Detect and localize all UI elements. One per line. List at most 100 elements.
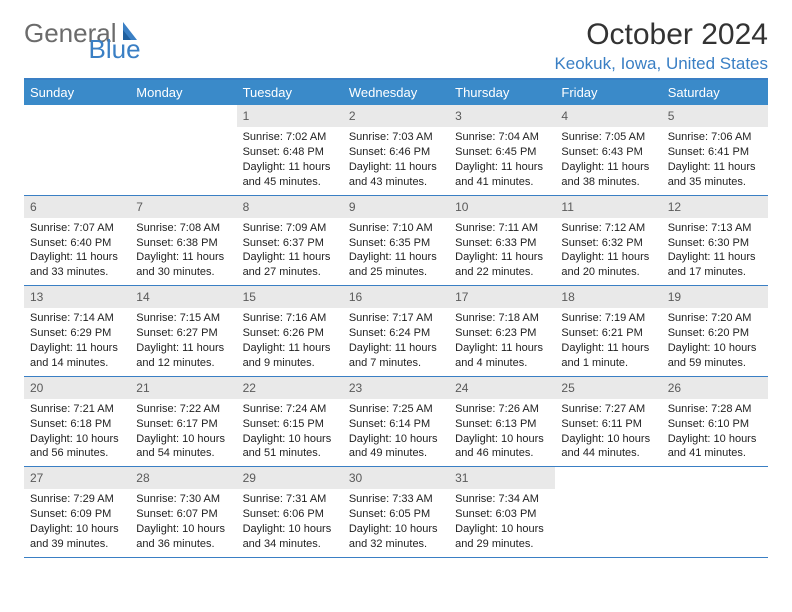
sunset-text: Sunset: 6:03 PM [455, 507, 549, 522]
daylight-text: Daylight: 10 hours and 41 minutes. [668, 432, 762, 462]
sunrise-text: Sunrise: 7:08 AM [136, 221, 230, 236]
sunrise-text: Sunrise: 7:31 AM [243, 492, 337, 507]
sunrise-text: Sunrise: 7:21 AM [30, 402, 124, 417]
day-number: 7 [130, 196, 236, 218]
sunset-text: Sunset: 6:29 PM [30, 326, 124, 341]
daylight-text: Daylight: 10 hours and 51 minutes. [243, 432, 337, 462]
day-cell: 27Sunrise: 7:29 AMSunset: 6:09 PMDayligh… [24, 467, 130, 557]
sunset-text: Sunset: 6:24 PM [349, 326, 443, 341]
day-cell: 15 Sunrise: 7:16 AMSunset: 6:26 PMDayligh… [237, 286, 343, 376]
day-number: 12 [662, 196, 768, 218]
day-number: 2 [343, 105, 449, 127]
day-cell: 17Sunrise: 7:18 AMSunset: 6:23 PMDayligh… [449, 286, 555, 376]
sunset-text: Sunset: 6:06 PM [243, 507, 337, 522]
day-content: Sunrise: 7:14 AMSunset: 6:29 PMDaylight:… [24, 308, 130, 375]
day-cell: 3Sunrise: 7:04 AMSunset: 6:45 PMDaylight… [449, 105, 555, 195]
sunset-text: Sunset: 6:38 PM [136, 236, 230, 251]
sunrise-text: Sunrise: 7:29 AM [30, 492, 124, 507]
daylight-text: Daylight: 11 hours and 9 minutes. [243, 341, 337, 371]
day-content: Sunrise: 7:28 AMSunset: 6:10 PMDaylight:… [662, 399, 768, 466]
daylight-text: Daylight: 11 hours and 45 minutes. [243, 160, 337, 190]
day-cell: 23Sunrise: 7:25 AMSunset: 6:14 PMDayligh… [343, 377, 449, 467]
daylight-text: Daylight: 10 hours and 29 minutes. [455, 522, 549, 552]
day-number: 21 [130, 377, 236, 399]
day-cell [24, 105, 130, 195]
sunrise-text: Sunrise: 7:34 AM [455, 492, 549, 507]
day-cell: 1Sunrise: 7:02 AMSunset: 6:48 PMDaylight… [237, 105, 343, 195]
day-number: 13 [24, 286, 130, 308]
day-cell: 8Sunrise: 7:09 AMSunset: 6:37 PMDaylight… [237, 196, 343, 286]
daylight-text: Daylight: 10 hours and 56 minutes. [30, 432, 124, 462]
sunrise-text: Sunrise: 7:26 AM [455, 402, 549, 417]
day-cell [662, 467, 768, 557]
sunrise-text: Sunrise: 7:16 AM [243, 311, 337, 326]
day-number: 10 [449, 196, 555, 218]
title-block: October 2024 Keokuk, Iowa, United States [554, 18, 768, 74]
week-row: 1Sunrise: 7:02 AMSunset: 6:48 PMDaylight… [24, 105, 768, 196]
day-header-thu: Thursday [449, 80, 555, 105]
sunset-text: Sunset: 6:32 PM [561, 236, 655, 251]
day-header-sat: Saturday [662, 80, 768, 105]
daylight-text: Daylight: 10 hours and 34 minutes. [243, 522, 337, 552]
day-number: 22 [237, 377, 343, 399]
day-content: Sunrise: 7:29 AMSunset: 6:09 PMDaylight:… [24, 489, 130, 556]
day-content: Sunrise: 7:20 AMSunset: 6:20 PMDaylight:… [662, 308, 768, 375]
day-cell: 21Sunrise: 7:22 AMSunset: 6:17 PMDayligh… [130, 377, 236, 467]
week-row: 20Sunrise: 7:21 AMSunset: 6:18 PMDayligh… [24, 377, 768, 468]
day-content: Sunrise: 7:06 AMSunset: 6:41 PMDaylight:… [662, 127, 768, 194]
month-title: October 2024 [554, 18, 768, 52]
day-number: 11 [555, 196, 661, 218]
header: General Blue October 2024 Keokuk, Iowa, … [24, 18, 768, 74]
day-number: 5 [662, 105, 768, 127]
day-content: Sunrise: 7:27 AMSunset: 6:11 PMDaylight:… [555, 399, 661, 466]
daylight-text: Daylight: 11 hours and 1 minute. [561, 341, 655, 371]
daylight-text: Daylight: 10 hours and 32 minutes. [349, 522, 443, 552]
day-header-fri: Friday [555, 80, 661, 105]
day-header-wed: Wednesday [343, 80, 449, 105]
day-content: Sunrise: 7:10 AMSunset: 6:35 PMDaylight:… [343, 218, 449, 285]
day-content: Sunrise: 7:26 AMSunset: 6:13 PMDaylight:… [449, 399, 555, 466]
day-cell: 16Sunrise: 7:17 AMSunset: 6:24 PMDayligh… [343, 286, 449, 376]
sunset-text: Sunset: 6:37 PM [243, 236, 337, 251]
day-cell: 22Sunrise: 7:24 AMSunset: 6:15 PMDayligh… [237, 377, 343, 467]
sunrise-text: Sunrise: 7:07 AM [30, 221, 124, 236]
sunset-text: Sunset: 6:09 PM [30, 507, 124, 522]
day-cell: 30Sunrise: 7:33 AMSunset: 6:05 PMDayligh… [343, 467, 449, 557]
sunset-text: Sunset: 6:17 PM [136, 417, 230, 432]
day-number: 19 [662, 286, 768, 308]
day-number: 3 [449, 105, 555, 127]
day-content: Sunrise: 7:25 AMSunset: 6:14 PMDaylight:… [343, 399, 449, 466]
day-cell: 9Sunrise: 7:10 AMSunset: 6:35 PMDaylight… [343, 196, 449, 286]
sunrise-text: Sunrise: 7:11 AM [455, 221, 549, 236]
day-number: 31 [449, 467, 555, 489]
location-text: Keokuk, Iowa, United States [554, 54, 768, 74]
day-number: 1 [237, 105, 343, 127]
daylight-text: Daylight: 11 hours and 25 minutes. [349, 250, 443, 280]
day-content: Sunrise: 7:15 AMSunset: 6:27 PMDaylight:… [130, 308, 236, 375]
day-cell: 20Sunrise: 7:21 AMSunset: 6:18 PMDayligh… [24, 377, 130, 467]
sunrise-text: Sunrise: 7:02 AM [243, 130, 337, 145]
sunrise-text: Sunrise: 7:14 AM [30, 311, 124, 326]
day-content: Sunrise: 7:34 AMSunset: 6:03 PMDaylight:… [449, 489, 555, 556]
sunset-text: Sunset: 6:45 PM [455, 145, 549, 160]
sunset-text: Sunset: 6:26 PM [243, 326, 337, 341]
sunset-text: Sunset: 6:07 PM [136, 507, 230, 522]
daylight-text: Daylight: 11 hours and 41 minutes. [455, 160, 549, 190]
sunset-text: Sunset: 6:33 PM [455, 236, 549, 251]
daylight-text: Daylight: 11 hours and 33 minutes. [30, 250, 124, 280]
daylight-text: Daylight: 11 hours and 4 minutes. [455, 341, 549, 371]
day-number: 16 [343, 286, 449, 308]
daylight-text: Daylight: 11 hours and 43 minutes. [349, 160, 443, 190]
sunrise-text: Sunrise: 7:03 AM [349, 130, 443, 145]
day-number: 18 [555, 286, 661, 308]
calendar: Sunday Monday Tuesday Wednesday Thursday… [24, 78, 768, 558]
day-cell: 4Sunrise: 7:05 AMSunset: 6:43 PMDaylight… [555, 105, 661, 195]
day-content: Sunrise: 7:19 AMSunset: 6:21 PMDaylight:… [555, 308, 661, 375]
day-number: 15 [237, 286, 343, 308]
daylight-text: Daylight: 10 hours and 54 minutes. [136, 432, 230, 462]
day-number: 6 [24, 196, 130, 218]
day-cell: 14Sunrise: 7:15 AMSunset: 6:27 PMDayligh… [130, 286, 236, 376]
daylight-text: Daylight: 10 hours and 49 minutes. [349, 432, 443, 462]
sunset-text: Sunset: 6:41 PM [668, 145, 762, 160]
day-cell: 28Sunrise: 7:30 AMSunset: 6:07 PMDayligh… [130, 467, 236, 557]
